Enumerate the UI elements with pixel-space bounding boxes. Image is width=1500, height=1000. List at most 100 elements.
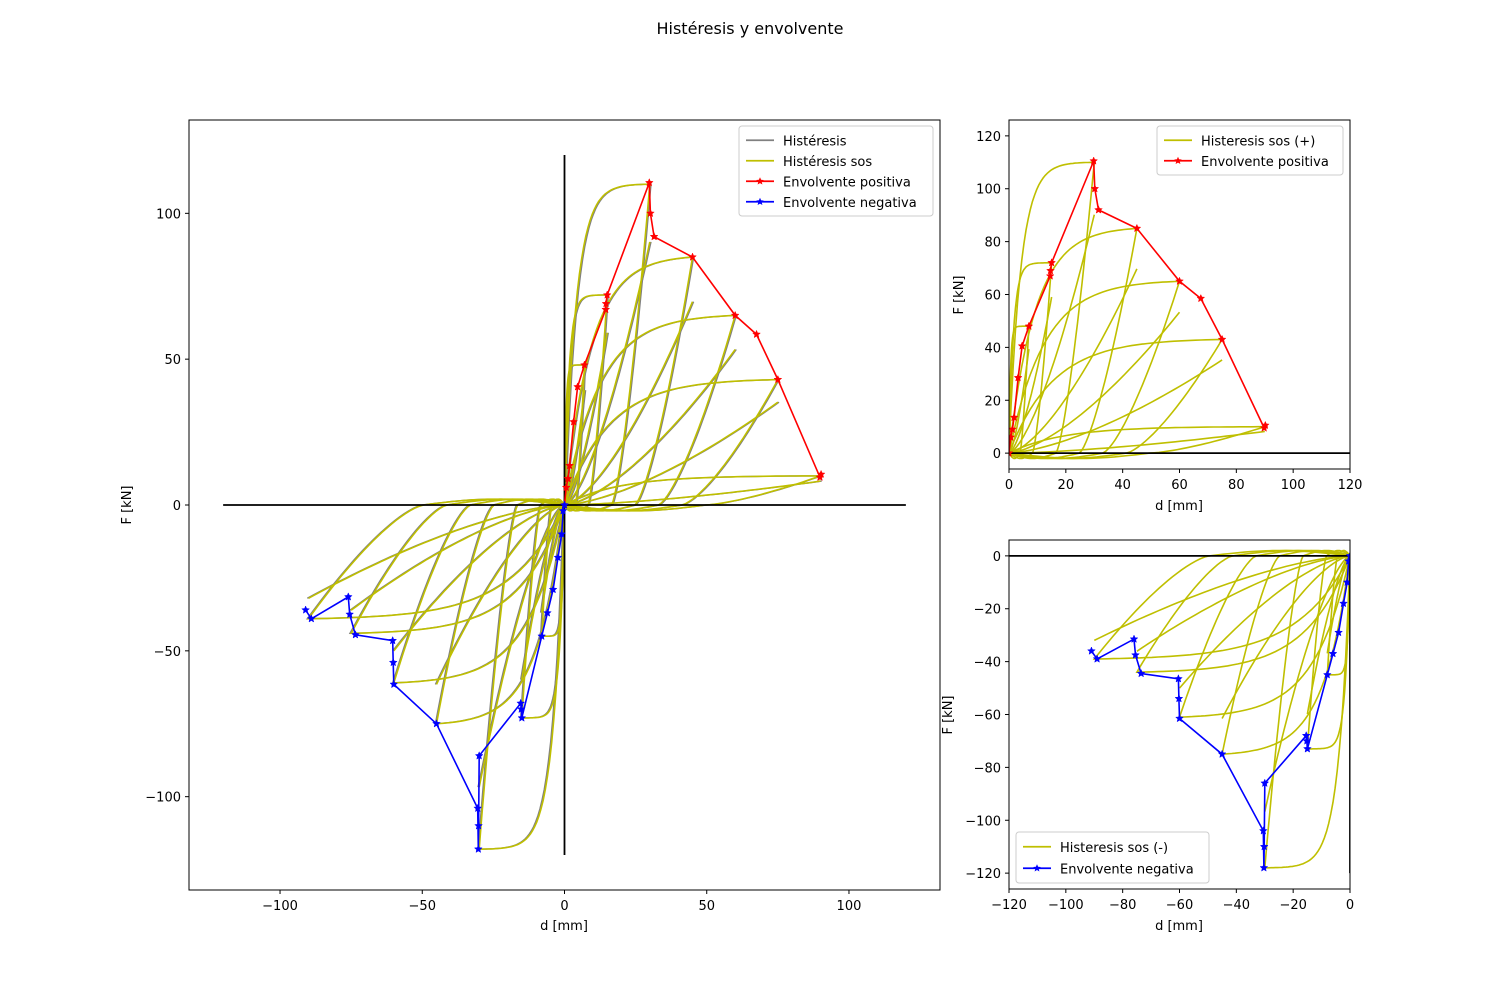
figure-title: Histéresis y envolvente <box>656 19 843 38</box>
negative-histeresis-sos-loop-3 <box>1306 555 1350 715</box>
positive-y-tick-label-1: 20 <box>984 394 1001 409</box>
positive-envelope-point-7 <box>1045 271 1055 280</box>
positive-plot-area <box>1009 156 1350 460</box>
positive-envelope-point-11 <box>1090 184 1100 193</box>
positive-histeresis-sos-loop-8 <box>1009 280 1181 460</box>
main-legend-box <box>738 125 934 217</box>
main-envelope-negative-point-9 <box>516 698 526 708</box>
negative-histeresis-sos-loop-11 <box>1136 555 1350 652</box>
negative-legend-marker-1 <box>1033 864 1041 872</box>
main-histeresis-sos-pos-loop-5 <box>564 241 651 506</box>
main-x-tick-label-1: −50 <box>409 899 436 914</box>
main-envelope-positive-point-6 <box>579 360 589 369</box>
main-legend-label-0: Histéresis <box>783 134 847 149</box>
positive-envelope-point-16 <box>1217 334 1227 344</box>
positive-y-tick-label-3: 60 <box>984 289 1001 304</box>
main-y-axis-label: F [kN] <box>120 485 135 524</box>
positive-x-tick-label-2: 40 <box>1114 478 1131 493</box>
negative-x-axis-label: d [mm] <box>1155 919 1203 934</box>
main-legend-label-3: Envolvente negativa <box>783 196 917 211</box>
negative-x-tick-label-2: −80 <box>1109 898 1136 913</box>
negative-histeresis-sos-loop-12 <box>1092 549 1350 660</box>
main-histeresis-pos-loop-5 <box>565 241 652 506</box>
main-y-tick-label-1: −50 <box>154 645 181 660</box>
main-envelope-negative-point-4 <box>548 584 558 594</box>
negative-envelope-point-7 <box>1302 744 1312 753</box>
negative-plot-area <box>1009 549 1350 874</box>
main-envelope-negative-point-11 <box>474 821 484 830</box>
main-histeresis-sos-neg-loop-5 <box>478 504 565 788</box>
negative-envelope-point-10 <box>1260 778 1270 788</box>
main-envelope-positive-point-9 <box>602 290 612 299</box>
main-envelope-positive-point-11 <box>645 208 655 218</box>
negative-x-tick-label-3: −60 <box>1166 898 1193 913</box>
positive-x-tick-label-3: 60 <box>1171 478 1188 493</box>
main-envelope-negative-point-14 <box>432 719 441 728</box>
main-envelope-positive-point-7 <box>601 304 611 314</box>
main-envelope-negative-point-22 <box>301 605 310 614</box>
main-envelope-negative-point-6 <box>537 631 547 641</box>
main-plot-area <box>223 155 906 855</box>
positive-legend-label-0: Histeresis sos (+) <box>1201 134 1315 149</box>
main-histeresis-sos-pos-loop-3 <box>564 332 608 506</box>
main-histeresis-sos-pos-loop-10 <box>563 378 780 512</box>
negative-histeresis-sos-loop-7 <box>1221 555 1350 719</box>
main-legend-marker-2 <box>756 177 764 185</box>
positive-x-tick-label-5: 100 <box>1281 478 1306 493</box>
negative-envelope-point-13 <box>1258 826 1268 835</box>
positive-y-tick-label-2: 40 <box>984 341 1001 356</box>
main-histeresis-sos-neg-loop-10 <box>349 498 566 635</box>
main-histeresis-sos-pos-loop-12 <box>564 475 821 512</box>
positive-x-tick-label-0: 0 <box>1005 478 1013 493</box>
negative-x-tick-label-0: −120 <box>991 898 1027 913</box>
main-x-tick-label-2: 0 <box>560 899 568 914</box>
positive-envelope-point-12 <box>1094 205 1103 214</box>
positive-envelope-point-3 <box>1009 412 1019 422</box>
main-envelope-positive-point-13 <box>688 252 697 261</box>
positive-chart-panel: 0 20 40 60 80 100 120 0 20 40 60 80 100 120 d [mm] F … <box>952 119 1362 514</box>
negative-envelope-point-0 <box>1345 551 1350 560</box>
main-legend-label-2: Envolvente positiva <box>783 175 911 190</box>
main-x-axis-label: d [mm] <box>540 919 588 934</box>
main-histeresis-sos-neg-loop-3 <box>521 504 565 680</box>
negative-envelope-point-12 <box>1259 863 1269 872</box>
main-envelope-positive-point-16 <box>773 374 783 384</box>
negative-envelope-point-19 <box>1130 650 1140 659</box>
positive-envelope-point-5 <box>1017 341 1027 350</box>
main-x-tick-label-4: 100 <box>837 899 862 914</box>
negative-chart-panel: −120 −100 −80 −60 −40 −20 0 0 −20 −40 −60 −80 −100 −1… <box>941 539 1354 934</box>
positive-x-axis-label: d [mm] <box>1155 499 1203 514</box>
negative-histeresis-sos-loop-5 <box>1264 555 1350 812</box>
main-envelope-positive-point-18 <box>816 469 826 479</box>
main-y-tick-label-3: 50 <box>164 353 181 368</box>
main-chart-panel: −100 −50 0 50 100 −100 −50 0 50 100 d [mm] F [kN]… <box>120 119 941 934</box>
negative-envelope-point-11 <box>1259 842 1269 851</box>
positive-histeresis-sos-loop-12 <box>1009 425 1266 460</box>
negative-envelope-point-1 <box>1344 556 1350 565</box>
main-envelope-positive-point-4 <box>569 417 579 426</box>
main-envelope-positive-point-15 <box>752 329 761 339</box>
main-y-tick-label-0: −100 <box>145 791 181 806</box>
positive-envelope-point-13 <box>1132 223 1142 233</box>
negative-y-tick-label-6: −120 <box>965 867 1001 882</box>
main-envelope-negative-point-7 <box>517 713 527 722</box>
main-envelope-negative-point-1 <box>558 506 568 515</box>
positive-histeresis-sos-loop-7 <box>1009 268 1138 454</box>
negative-histeresis-sos-loop-9 <box>1178 555 1350 689</box>
main-histeresis-sos-neg-loop-11 <box>350 504 565 611</box>
positive-y-tick-label-5: 100 <box>976 183 1001 198</box>
negative-histeresis-sos-loop-13 <box>1093 555 1350 642</box>
negative-envelope-point-3 <box>1339 598 1348 608</box>
positive-legend-label-1: Envolvente positiva <box>1201 155 1329 170</box>
negative-envelope-point-16 <box>1174 693 1184 703</box>
negative-y-tick-label-2: −40 <box>974 656 1001 671</box>
negative-envelope-point-22 <box>1086 646 1096 655</box>
positive-histeresis-sos-loop-3 <box>1009 296 1053 454</box>
negative-envelope-point-18 <box>1136 668 1146 678</box>
main-histeresis-sos-pos-loop-8 <box>563 314 737 512</box>
negative-x-tick-label-4: −40 <box>1223 898 1250 913</box>
main-legend-marker-3 <box>756 197 764 205</box>
main-envelope-negative-point-15 <box>389 679 399 689</box>
main-envelope-negative-point-16 <box>388 657 398 667</box>
positive-x-tick-label-1: 20 <box>1058 478 1075 493</box>
